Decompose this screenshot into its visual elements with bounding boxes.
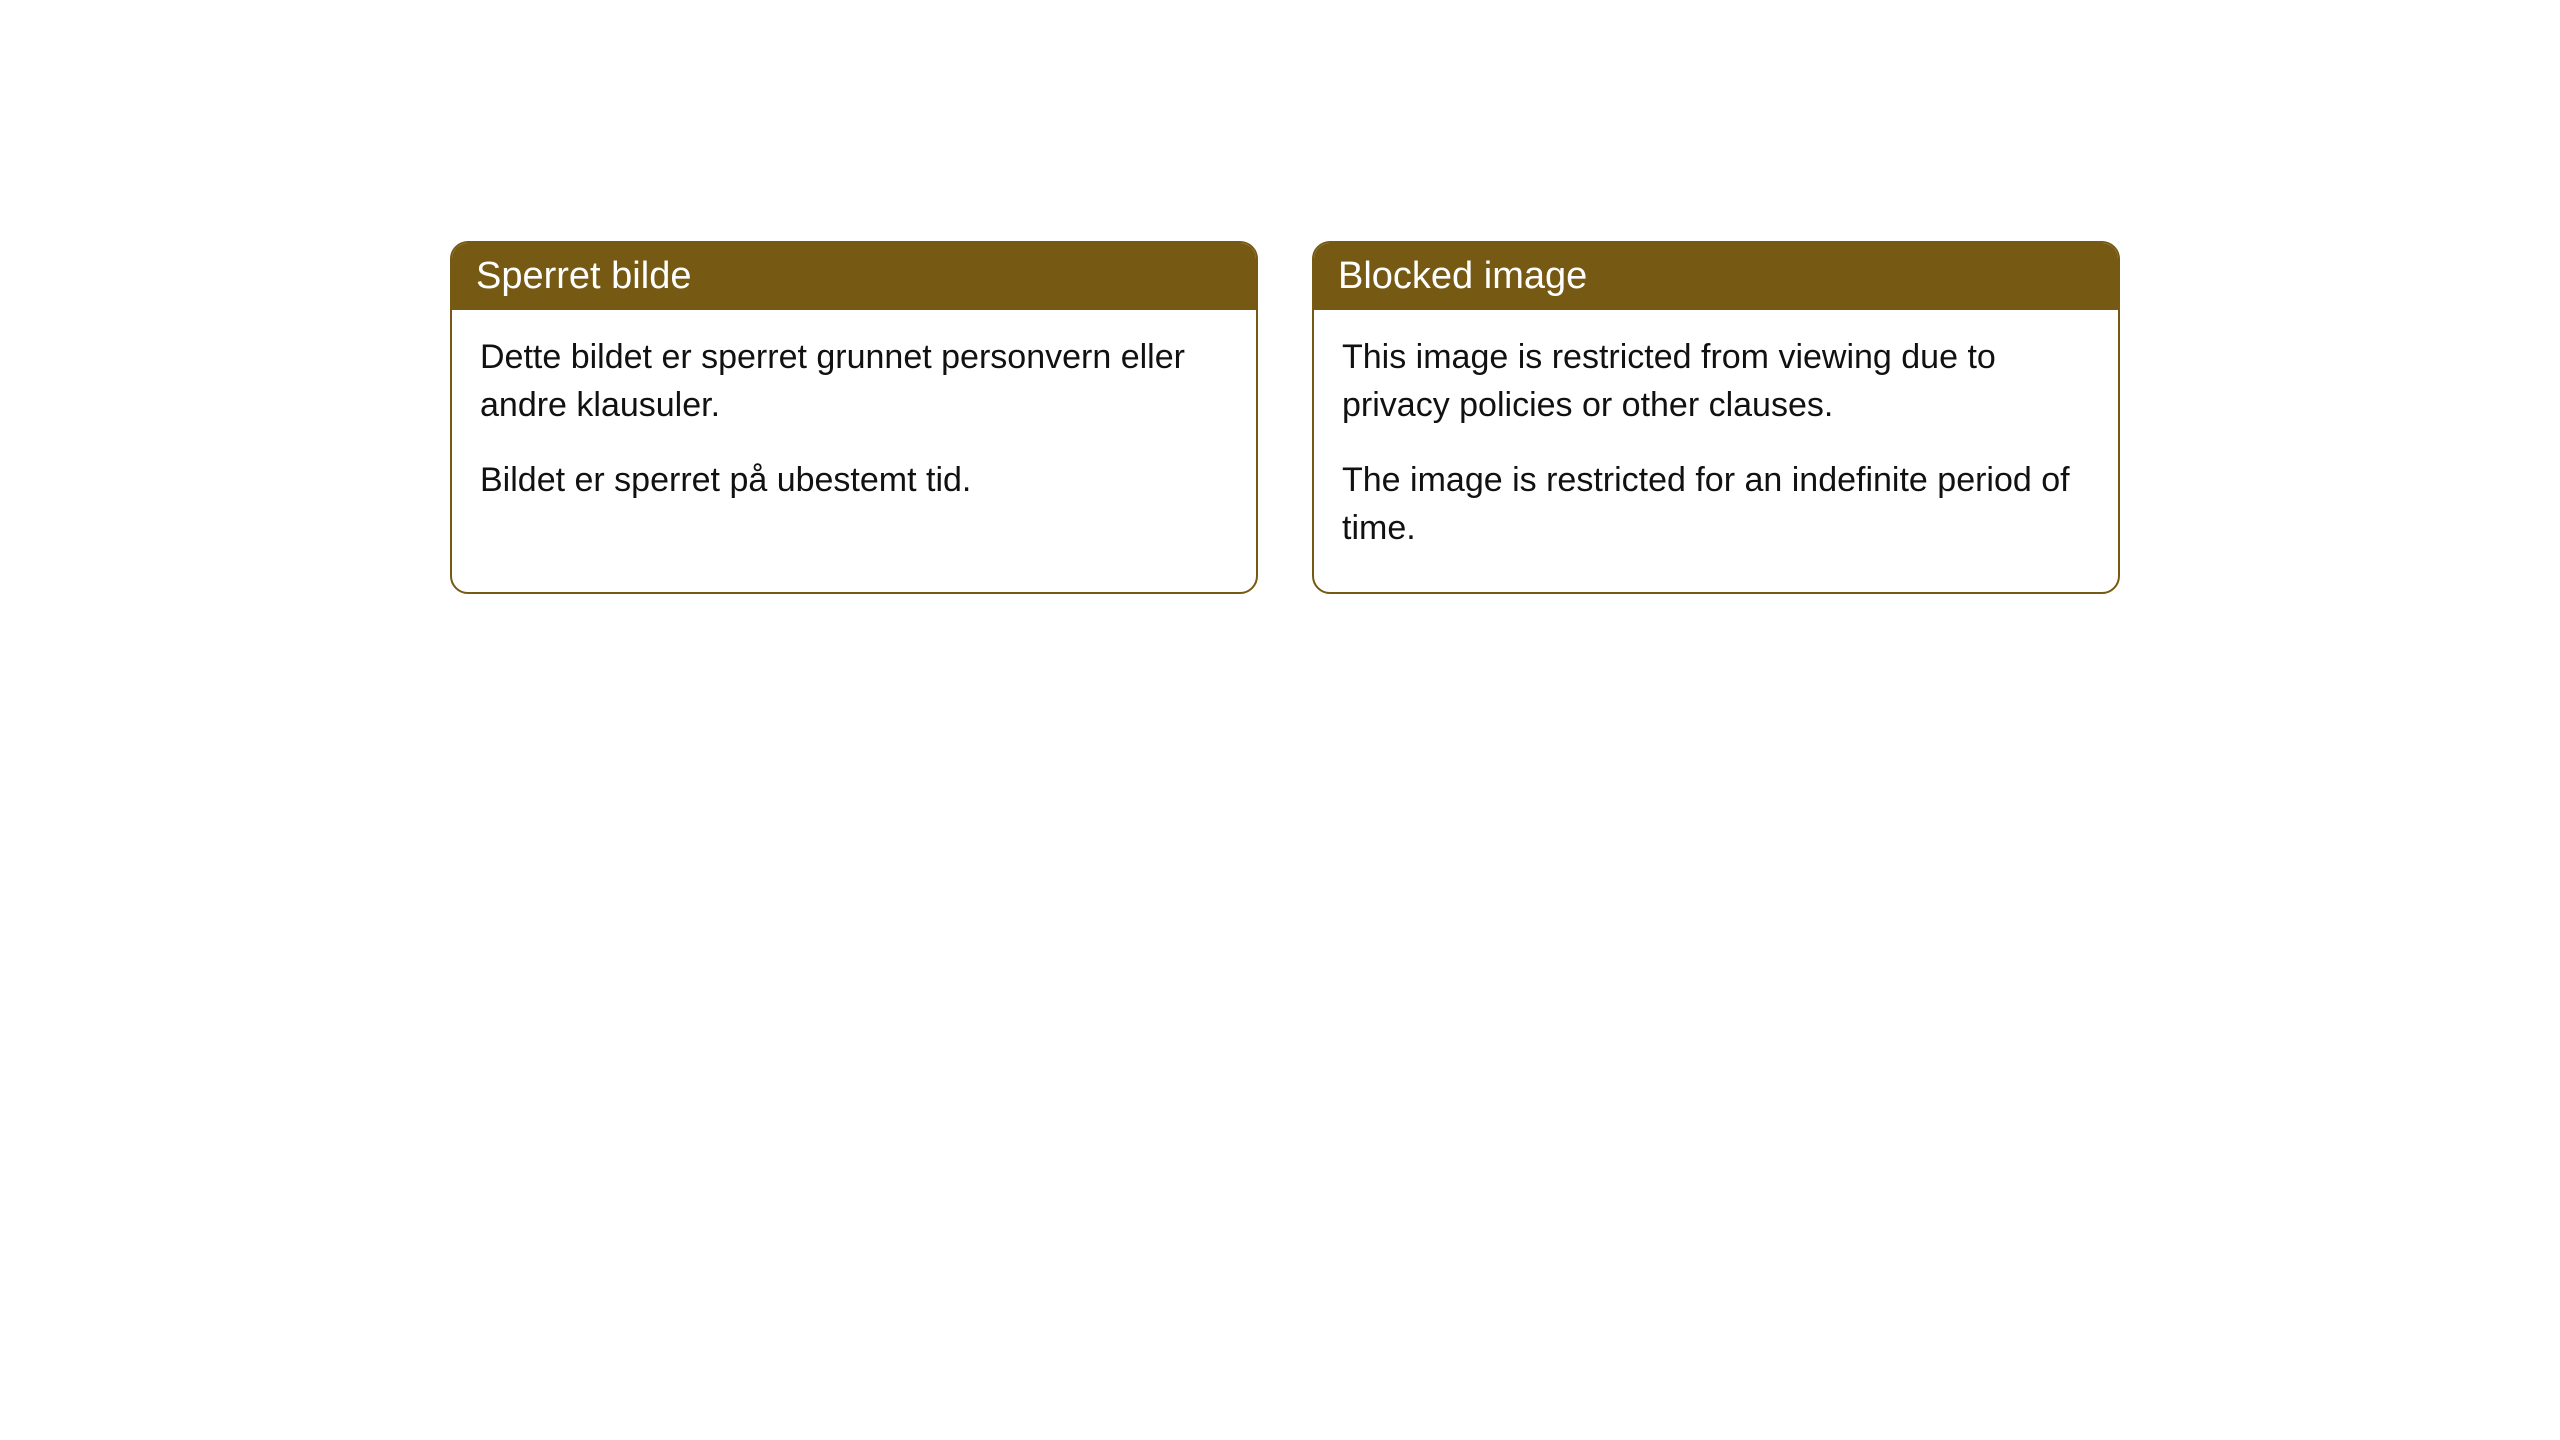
card-paragraph: This image is restricted from viewing du… xyxy=(1342,334,2090,429)
card-paragraph: The image is restricted for an indefinit… xyxy=(1342,457,2090,552)
notice-card-norwegian: Sperret bilde Dette bildet er sperret gr… xyxy=(450,241,1258,594)
card-header: Sperret bilde xyxy=(452,243,1256,310)
card-header: Blocked image xyxy=(1314,243,2118,310)
card-body: This image is restricted from viewing du… xyxy=(1314,310,2118,592)
card-paragraph: Dette bildet er sperret grunnet personve… xyxy=(480,334,1228,429)
card-body: Dette bildet er sperret grunnet personve… xyxy=(452,310,1256,545)
notice-cards-container: Sperret bilde Dette bildet er sperret gr… xyxy=(450,241,2120,594)
notice-card-english: Blocked image This image is restricted f… xyxy=(1312,241,2120,594)
card-paragraph: Bildet er sperret på ubestemt tid. xyxy=(480,457,1228,505)
